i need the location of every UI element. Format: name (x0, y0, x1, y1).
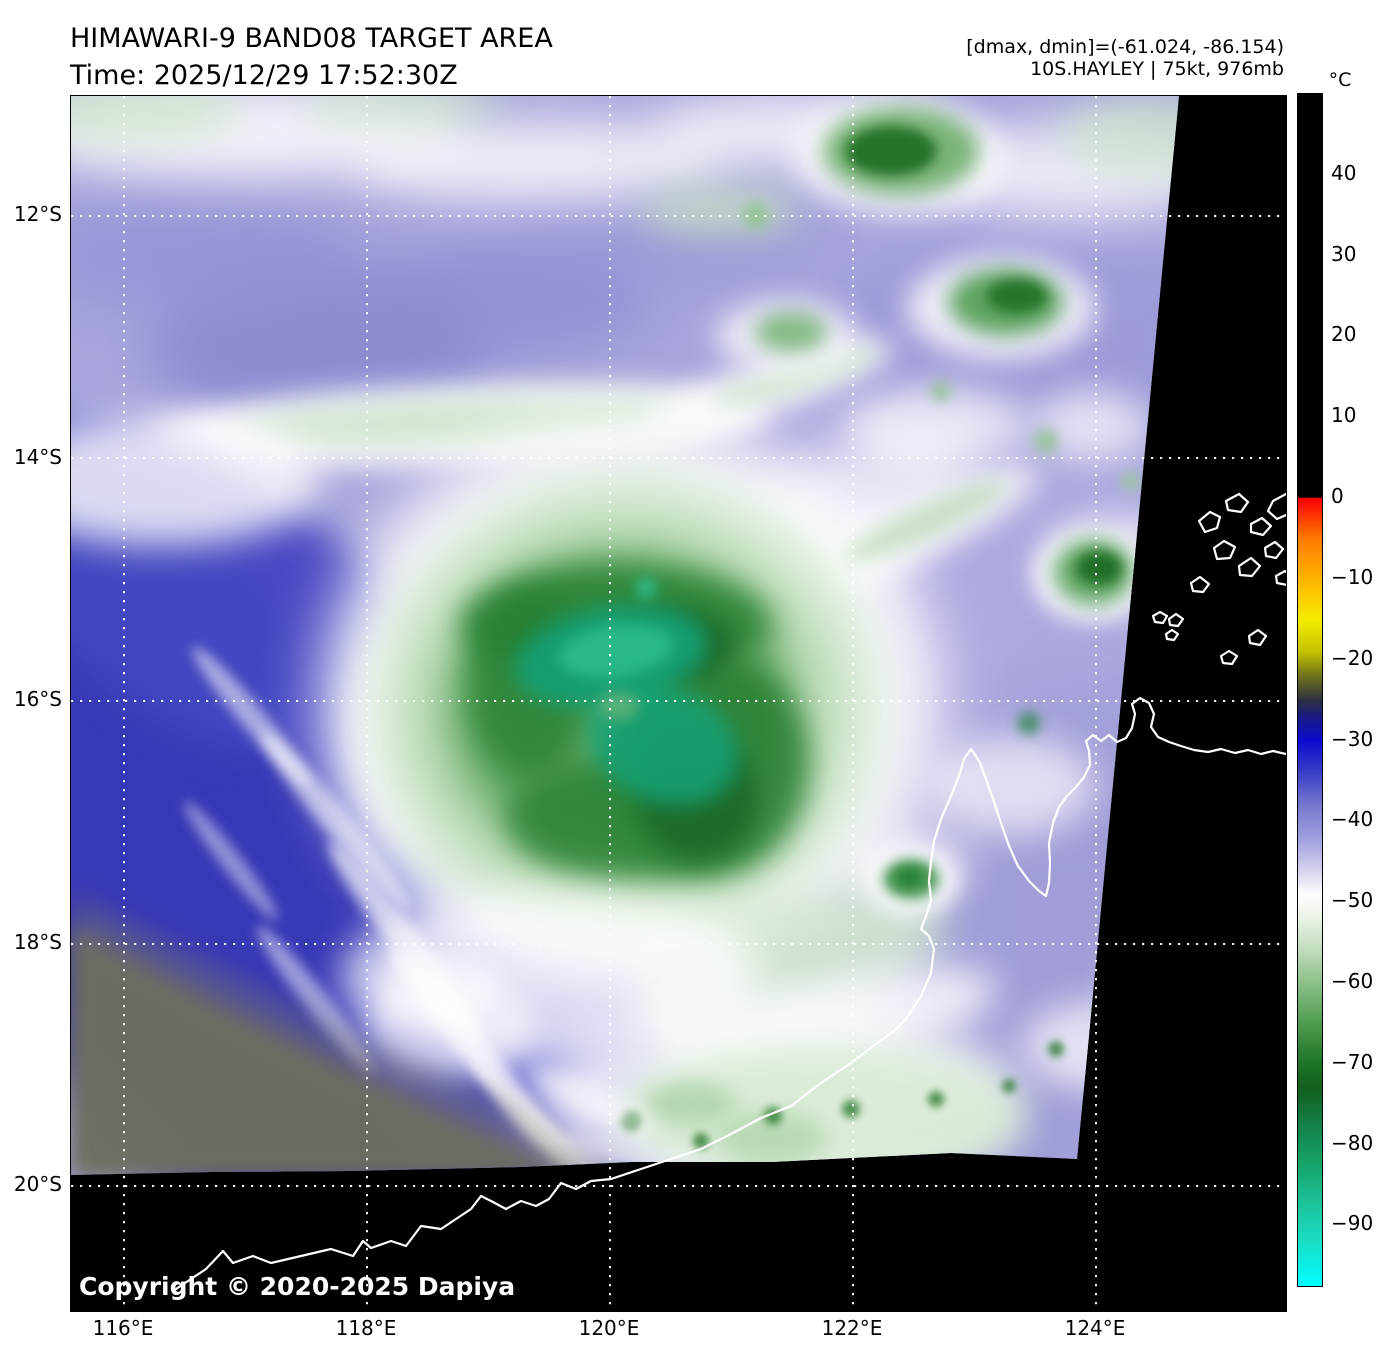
colorbar-tick-label: −90 (1331, 1211, 1374, 1236)
lon-tick-label: 118°E (335, 1316, 397, 1340)
lon-tick-label: 120°E (578, 1316, 640, 1340)
colorbar-tick-label: 10 (1331, 403, 1357, 428)
colorbar-tick-label: 20 (1331, 322, 1357, 347)
colorbar-tick-label: 0 (1331, 484, 1344, 509)
colorbar-tick-label: −50 (1331, 888, 1374, 913)
colorbar-tick-label: 40 (1331, 160, 1357, 185)
colorbar-tick-label: −20 (1331, 645, 1374, 670)
lat-tick-label: 16°S (13, 687, 62, 711)
colorbar-tick-label: 30 (1331, 241, 1357, 266)
lat-tick-label: 14°S (13, 444, 62, 469)
lon-tick-label: 124°E (1064, 1316, 1126, 1340)
colorbar-unit-label: °C (1328, 69, 1352, 91)
timestamp: Time: 2025/12/29 17:52:30Z (70, 60, 458, 91)
lat-tick-label: 20°S (13, 1172, 62, 1196)
storm-annotation: 10S.HAYLEY | 75kt, 976mb (1030, 58, 1284, 80)
colorbar-tick-label: −80 (1331, 1130, 1374, 1155)
lon-tick-label: 122°E (821, 1316, 883, 1340)
satellite-map: Copyright © 2020-2025 Dapiya (70, 95, 1287, 1312)
colorbar-tick-label: −40 (1331, 807, 1374, 832)
page-title: HIMAWARI-9 BAND08 TARGET AREA (70, 23, 553, 54)
colorbar-tick-label: −10 (1331, 564, 1374, 589)
colorbar-tick-label: −30 (1331, 726, 1374, 751)
lon-tick-label: 116°E (92, 1316, 154, 1340)
annotation-block: [dmax, dmin]=(-61.024, -86.154) 10S.HAYLE… (966, 36, 1284, 80)
lat-tick-label: 18°S (13, 929, 62, 954)
colorbar-tick-label: −60 (1331, 968, 1374, 993)
temperature-colorbar (1297, 93, 1323, 1287)
satellite-swath (71, 96, 1179, 1175)
lat-tick-label: 12°S (13, 202, 62, 226)
colorbar-tick-label: −70 (1331, 1049, 1374, 1074)
title-block: HIMAWARI-9 BAND08 TARGET AREA Time: 2025/… (70, 20, 553, 94)
dmax-dmin-annotation: [dmax, dmin]=(-61.024, -86.154) (966, 36, 1284, 58)
satellite-imagery (71, 96, 1179, 1175)
copyright-watermark: Copyright © 2020-2025 Dapiya (79, 1272, 516, 1301)
